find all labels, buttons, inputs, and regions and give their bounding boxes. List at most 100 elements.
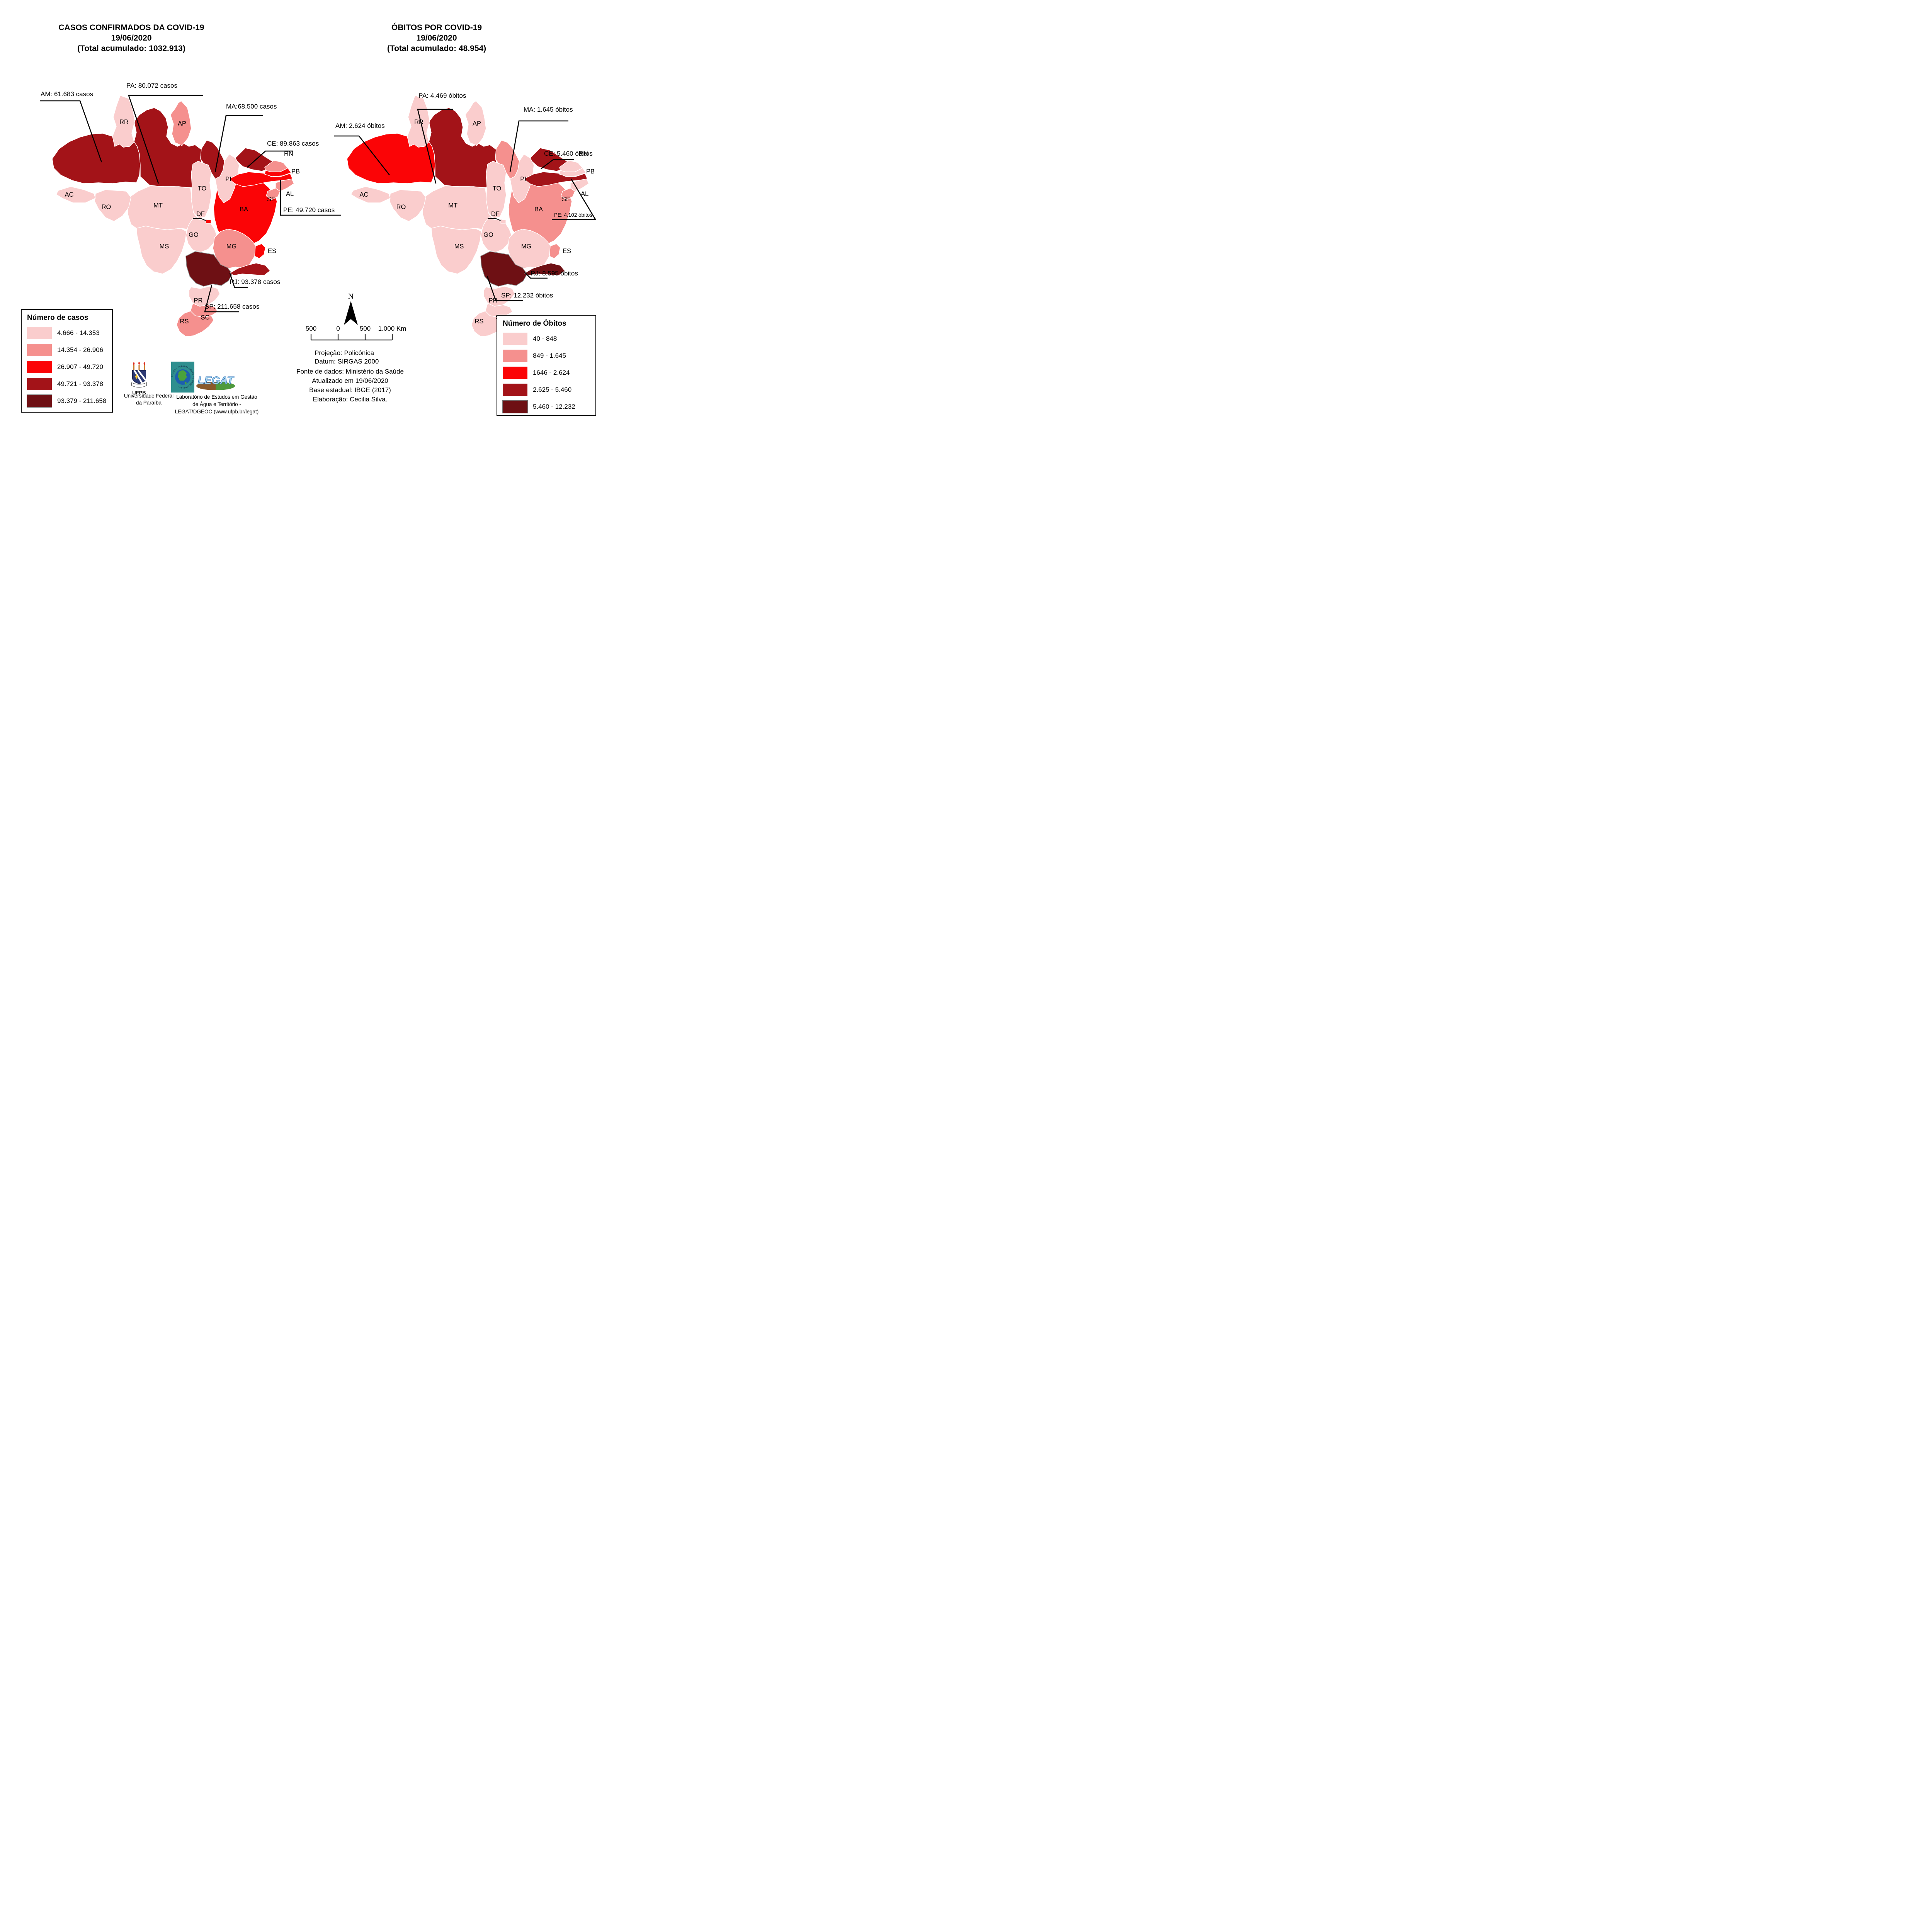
state-PR-left <box>189 286 220 307</box>
legat-caption-line2: de Água e Território - <box>192 401 241 407</box>
legend-label-deaths-3: 2.625 - 5.460 <box>533 386 572 393</box>
dgeoc-logo: DGEOC - DEPARTAMENTO DE GEOCIÊNCIAS - <box>171 362 194 393</box>
legat-caption-line1: Laboratório de Estudos em Gestão <box>176 394 257 400</box>
right-title-line3: (Total acumulado: 48.954) <box>387 44 486 53</box>
legend-row-deaths-1: 849 - 1.645 <box>503 350 590 362</box>
legend-row-cases-0: 4.666 - 14.353 <box>27 327 107 339</box>
covid19-brazil-maps-page: CASOS CONFIRMADOS DA COVID-19 19/06/2020… <box>0 0 598 423</box>
annotation-leader-RJ-left <box>229 273 248 288</box>
north-arrow: N <box>342 292 360 327</box>
state-label-BA-right: BA <box>534 206 543 213</box>
state-label-MS-right: MS <box>454 243 464 250</box>
legend-label-deaths-2: 1646 - 2.624 <box>533 369 570 376</box>
state-PR-right <box>483 286 515 307</box>
state-label-RO-right: RO <box>396 204 406 211</box>
legend-deaths: Número de Óbitos 40 - 848 849 - 1.645 1646… <box>497 315 596 416</box>
state-label-RR-left: RR <box>119 119 129 126</box>
legend-swatch-cases-1 <box>27 344 52 356</box>
source-line1: Fonte de dados: Ministério da Saúde <box>296 368 404 375</box>
legend-row-deaths-0: 40 - 848 <box>503 333 590 345</box>
legend-label-deaths-0: 40 - 848 <box>533 335 557 342</box>
ufpb-logo-block: UFPB <box>123 362 155 396</box>
datum-line: Datum: SIRGAS 2000 <box>315 358 379 365</box>
state-AP-left <box>170 100 192 146</box>
annotation-text-AM-left: AM: 61.683 casos <box>41 90 93 98</box>
left-title-line1: CASOS CONFIRMADOS DA COVID-19 <box>58 23 204 32</box>
ufpb-acronym: UFPB <box>132 390 146 396</box>
annotation-leader-MA-right <box>509 120 568 172</box>
source-line2: Atualizado em 19/06/2020 <box>312 377 388 384</box>
state-RJ-right <box>524 263 565 276</box>
legend-swatch-deaths-2 <box>503 367 527 379</box>
legend-swatch-deaths-0 <box>503 333 527 345</box>
scale-label-1: 0 <box>336 325 340 332</box>
state-label-SE-left: SE <box>267 196 276 203</box>
annotation-text-SP-left: SP: 211.658 casos <box>205 303 259 310</box>
legend-row-cases-1: 14.354 - 26.906 <box>27 344 107 356</box>
state-label-PI-right: PI <box>520 176 526 183</box>
state-MT-left <box>128 185 199 230</box>
state-DF-left <box>206 219 211 224</box>
state-DF-right <box>500 219 506 224</box>
legat-logo: LEGAT <box>196 374 235 390</box>
state-PE-left <box>229 172 293 187</box>
legat-wordmark: LEGAT <box>198 374 235 386</box>
legat-caption-line3: LEGAT/DGEOC (www.ufpb.br/legat) <box>175 409 259 415</box>
ufpb-caption-line2: da Paraíba <box>136 400 162 406</box>
annotation-leader-CE-right <box>541 159 574 170</box>
left-title-line3: (Total acumulado: 1032.913) <box>77 44 185 53</box>
annotation-text-PA-right: PA: 4.469 óbitos <box>418 92 466 99</box>
state-label-AP-left: AP <box>178 120 186 127</box>
source-info: Fonte de dados: Ministério da Saúde Atua… <box>277 367 423 404</box>
north-arrow-icon <box>344 301 358 325</box>
state-label-AL-right: AL <box>581 190 588 197</box>
source-line4: Elaboração: Cecilia Silva. <box>313 396 388 403</box>
annotation-leader-SP-right <box>486 276 523 301</box>
state-label-BA-left: BA <box>240 206 248 213</box>
state-label-TO-right: TO <box>493 185 502 192</box>
scale-label-2: 500 <box>360 325 371 332</box>
state-label-MG-right: MG <box>521 243 532 250</box>
scale-label-0: 500 <box>306 325 316 332</box>
state-label-RR-right: RR <box>414 119 423 126</box>
state-PB-left <box>264 168 291 177</box>
state-label-AC-right: AC <box>360 191 369 198</box>
state-RJ-left <box>230 263 270 276</box>
state-label-PB-right: PB <box>586 168 595 175</box>
left-map-title: CASOS CONFIRMADOS DA COVID-19 19/06/2020… <box>35 22 228 54</box>
state-label-SE-right: SE <box>562 196 570 203</box>
state-label-MS-left: MS <box>160 243 169 250</box>
legat-caption: Laboratório de Estudos em Gestão de Água… <box>168 393 265 415</box>
legend-label-cases-4: 93.379 - 211.658 <box>57 397 107 404</box>
annotation-leader-MA-left <box>214 115 263 172</box>
annotation-leader-AM-right <box>334 135 390 175</box>
state-label-RN-right: RN <box>579 150 588 157</box>
legend-swatch-deaths-4 <box>502 400 528 413</box>
state-label-ES-left: ES <box>268 248 276 255</box>
state-label-PR-left: PR <box>194 297 203 304</box>
state-SP-left <box>185 251 233 287</box>
state-RO-left <box>94 189 131 222</box>
annotation-text-CE-left: CE: 89.863 casos <box>267 140 319 147</box>
left-choropleth-map-cases: RR AP AC RO MT TO PI RN PB AL SE BA DF GO MS MG ES PR SC RS… <box>40 82 341 337</box>
annotation-leader-PE-right <box>552 178 597 220</box>
state-SE-left <box>266 188 281 200</box>
annotation-text-RJ-left: RJ: 93.378 casos <box>230 278 280 286</box>
state-TO-left <box>191 161 212 219</box>
legend-label-cases-0: 4.666 - 14.353 <box>57 329 100 336</box>
legend-label-cases-1: 14.354 - 26.906 <box>57 346 104 353</box>
state-label-RN-left: RN <box>284 150 293 157</box>
ufpb-crest-icon <box>131 362 147 388</box>
ufpb-caption-line1: Universidade Federal <box>124 393 174 399</box>
annotation-text-CE-right: CE: 5.460 óbitos <box>544 150 593 157</box>
legend-swatch-deaths-3 <box>503 384 527 396</box>
state-label-PB-left: PB <box>291 168 300 175</box>
legend-cases-title: Número de casos <box>27 314 88 322</box>
left-title-line2: 19/06/2020 <box>111 34 152 42</box>
annotation-leader-RJ-right <box>524 272 548 279</box>
annotation-leader-SP-left <box>204 285 239 313</box>
right-choropleth-map-deaths: RRAPACROMTTOPIRNPBALSEBADFGOMSMGESPRSCRS… <box>334 92 597 337</box>
right-map-title: ÓBITOS POR COVID-19 19/06/2020 (Total ac… <box>359 22 514 54</box>
annotation-text-AM-right: AM: 2.624 óbitos <box>335 122 385 129</box>
state-ES-right <box>549 243 561 259</box>
